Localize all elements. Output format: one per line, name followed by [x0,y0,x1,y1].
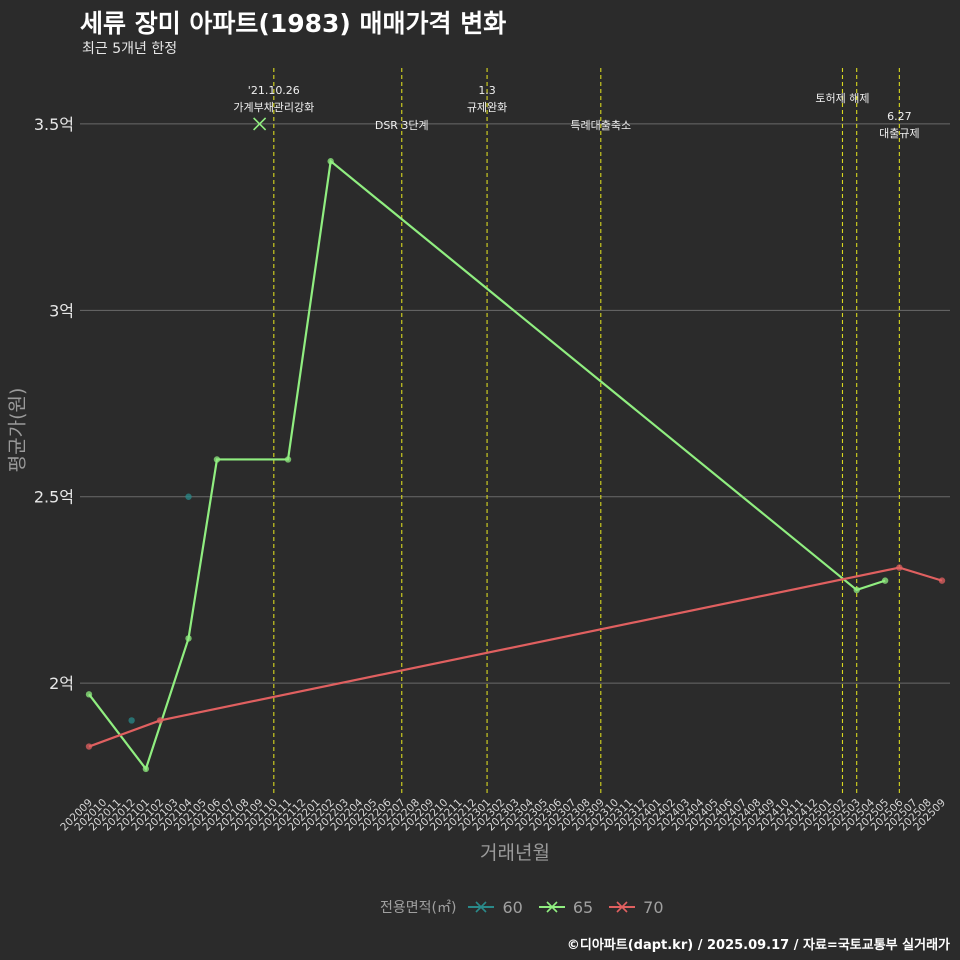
legend-x-60 [475,901,488,913]
data-point-70 [938,577,946,584]
data-point-65 [185,635,192,642]
legend-key-70 [609,901,636,913]
event-label: 규제완화 [467,101,507,114]
series-line-70 [88,566,943,748]
data-point-65 [881,577,889,584]
legend-key-60 [468,901,495,913]
data-point-65 [85,691,93,698]
x-axis-ticks: 2020092020102020112020122021012021022021… [58,796,948,833]
data-series [85,117,946,773]
legend-key-65 [538,901,565,913]
event-label: 1.3 [478,84,496,97]
data-point-70 [896,564,903,571]
legend-title: 전용면적(㎡) [380,900,457,916]
data-point-70 [156,717,164,724]
series-line-65 [88,159,886,772]
data-point-65 [142,765,150,773]
x-axis-label: 거래년월 [480,842,550,864]
chart-subtitle: 최근 5개년 한정 [82,41,178,57]
chart-title: 세류 장미 아파트(1983) 매매가격 변화 [80,9,507,38]
data-point-60 [128,717,135,724]
gridlines [80,123,950,684]
source-caption: ©디아파트(dapt.kr) / 2025.09.17 / 자료=국토교통부 실… [566,938,950,953]
y-tick-label: 3억 [49,301,74,320]
x-marker-65 [253,117,267,131]
event-label: '21.10.26 [248,84,300,97]
event-label: 토허제 해제 [815,91,869,105]
legend-label-65: 65 [572,897,594,917]
legend: 전용면적(㎡) 60 65 70 [380,896,678,918]
legend-x-65 [546,901,558,913]
event-label: 특례대출축소 [570,119,631,132]
legend-item-60[interactable]: 60 [466,897,523,917]
event-label: DSR 3단계 [375,119,429,132]
data-point-60 [185,493,192,500]
legend-label-70: 70 [643,897,664,917]
legend-item-65[interactable]: 65 [537,897,593,917]
legend-label-60: 60 [502,897,523,917]
legend-item-70[interactable]: 70 [607,897,664,917]
y-tick-label: 3.5억 [34,115,74,134]
event-label: 6.27 [887,110,912,123]
y-tick-label: 2억 [49,674,74,693]
data-point-70 [85,743,93,750]
event-label: 대출규제 [879,127,919,140]
y-axis-ticks: 2억 2.5억 3억 3.5억 [34,115,74,693]
data-point-65 [853,586,860,594]
data-point-65 [284,456,292,463]
event-label: 가계부채관리강화 [233,101,314,114]
y-tick-label: 2.5억 [34,488,74,507]
data-point-65 [327,158,334,165]
y-axis-label: 평균가(원) [6,387,29,473]
data-point-65 [213,456,221,463]
legend-x-70 [616,901,628,913]
